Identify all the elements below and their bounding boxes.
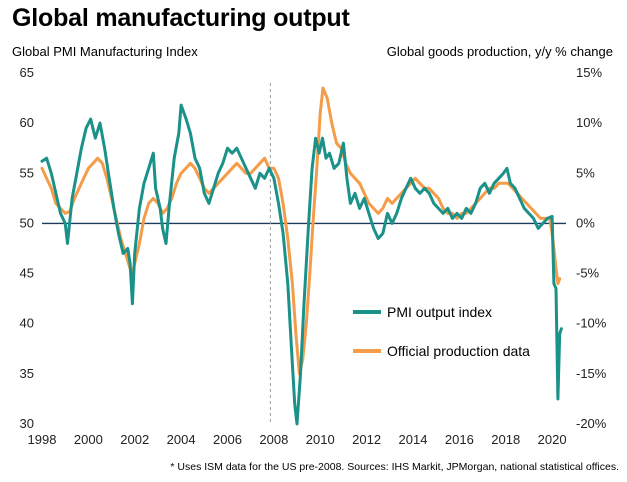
left-axis-label: Global PMI Manufacturing Index <box>12 44 198 59</box>
x-tick-label: 2006 <box>213 432 242 447</box>
x-tick-label: 2002 <box>120 432 149 447</box>
right-tick-label: -5% <box>576 266 600 281</box>
left-tick-label: 65 <box>20 65 34 80</box>
right-tick-label: 0% <box>576 215 595 230</box>
x-tick-label: 1998 <box>28 432 57 447</box>
left-tick-label: 30 <box>20 416 34 431</box>
x-tick-label: 2000 <box>74 432 103 447</box>
series-line-pmi <box>40 103 563 426</box>
series-line-production <box>40 86 562 376</box>
legend-label: Official production data <box>387 343 530 359</box>
x-tick-label: 2008 <box>259 432 288 447</box>
x-tick-label: 2016 <box>445 432 474 447</box>
right-axis-label: Global goods production, y/y % change <box>386 44 613 59</box>
footnote: * Uses ISM data for the US pre-2008. Sou… <box>170 461 619 473</box>
right-tick-label: -15% <box>576 366 607 381</box>
right-axis-ticks: 15% 10% 5% 0% -5% -10% -15% -20% <box>576 65 607 431</box>
left-axis-ticks: 65 60 55 50 45 40 35 30 <box>20 65 34 431</box>
legend-label: PMI output index <box>387 304 492 320</box>
reference-lines <box>42 83 566 424</box>
left-tick-label: 40 <box>20 316 34 331</box>
x-tick-label: 2018 <box>491 432 520 447</box>
x-tick-label: 2020 <box>538 432 567 447</box>
left-tick-label: 55 <box>20 165 34 180</box>
right-tick-label: 5% <box>576 165 595 180</box>
right-tick-label: 15% <box>576 65 602 80</box>
x-tick-label: 2012 <box>352 432 381 447</box>
right-tick-label: -10% <box>576 316 607 331</box>
series-lines <box>40 86 563 426</box>
left-tick-label: 45 <box>20 266 34 281</box>
x-tick-label: 2004 <box>167 432 196 447</box>
chart-title: Global manufacturing output <box>12 4 350 32</box>
legend: PMI output index Official production data <box>353 304 530 359</box>
left-tick-label: 35 <box>20 366 34 381</box>
right-tick-label: 10% <box>576 115 602 130</box>
left-tick-label: 50 <box>20 215 34 230</box>
x-axis-ticks: 1998 2000 2002 2004 2006 2008 2010 2012 2014 2016… <box>28 432 567 447</box>
x-tick-label: 2014 <box>399 432 428 447</box>
left-tick-label: 60 <box>20 115 34 130</box>
right-tick-label: -20% <box>576 416 607 431</box>
x-tick-label: 2010 <box>306 432 335 447</box>
